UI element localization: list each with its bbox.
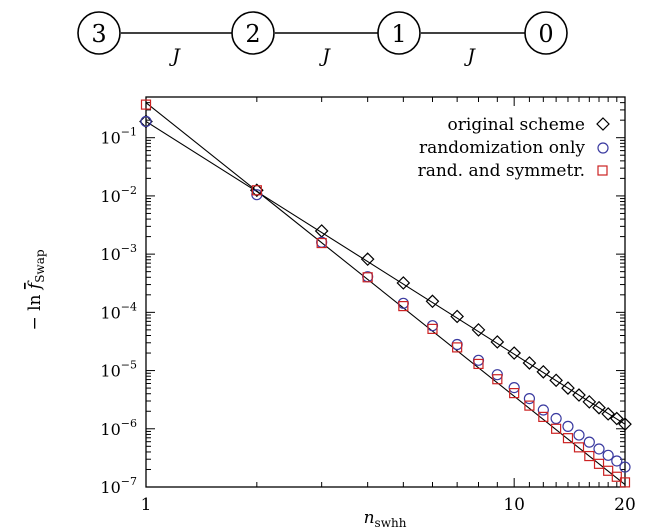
y-tick-label: 10−1: [100, 126, 137, 148]
y-tick-label: 10−6: [100, 417, 137, 439]
data-point-square: [473, 358, 484, 370]
data-point-circle: [593, 443, 605, 455]
data-point-circle: [508, 381, 520, 394]
data-point-circle: [537, 404, 549, 416]
data-point-diamond: [592, 400, 606, 415]
fit-line: [145, 120, 626, 425]
data-point-square: [452, 342, 463, 353]
data-point-square: [562, 433, 574, 444]
data-point-circle: [562, 420, 574, 432]
node-label-0: 0: [538, 20, 553, 48]
data-point-square: [611, 471, 622, 482]
data-point-square: [140, 99, 152, 110]
data-point-diamond: [601, 407, 616, 421]
data-point-diamond: [522, 356, 537, 370]
data-point-square: [573, 442, 585, 453]
data-point-diamond: [507, 346, 522, 360]
data-point-square: [427, 323, 438, 334]
chart: 10−710−610−510−410−310−210−11 10 20 nswhh …: [25, 96, 636, 530]
x-axis-label-sub: swhh: [375, 516, 407, 530]
y-axis-label-group: − ln fSwap: [25, 249, 47, 330]
data-point-circle: [451, 338, 463, 351]
legend-label-randomization: randomization only: [419, 138, 585, 158]
bond-label-2: J: [318, 45, 331, 67]
node-circle-1: [377, 11, 421, 55]
data-point-circle: [619, 461, 631, 473]
data-point-square: [398, 301, 409, 312]
data-point-diamond: [425, 294, 440, 309]
data-point-diamond: [536, 365, 551, 379]
data-point-circle: [472, 354, 485, 366]
data-point-diamond: [609, 411, 624, 426]
data-point-square: [551, 423, 562, 434]
x-axis-label-main: n: [364, 508, 375, 528]
legend-marker-square: [597, 165, 608, 176]
x-tick-label: 10: [503, 495, 525, 515]
data-point-circle: [523, 392, 536, 405]
y-axis-label: − ln fSwap: [25, 249, 47, 330]
y-axis-label-main: f: [25, 280, 45, 291]
fit-line: [145, 102, 626, 486]
data-point-square: [524, 400, 535, 411]
node-circle-0: [524, 11, 568, 55]
y-tick-label: 10−2: [100, 184, 137, 206]
bond-label-1: J: [168, 45, 181, 67]
data-marks: [139, 99, 632, 488]
data-point-circle: [397, 297, 409, 309]
data-point-diamond: [582, 395, 597, 409]
x-tick-label: 20: [614, 495, 636, 515]
legend: original scheme randomization only rand.…: [418, 115, 610, 181]
bond-label-3: J: [463, 45, 476, 67]
x-axis-label: nswhh: [364, 508, 407, 530]
data-point-circle: [573, 429, 585, 441]
data-point-circle: [602, 449, 614, 461]
data-point-diamond: [561, 381, 575, 395]
data-point-diamond: [450, 309, 464, 324]
node-circle-3: [77, 11, 121, 55]
y-axis-label-sub: Swap: [33, 249, 47, 283]
data-point-diamond: [572, 388, 586, 402]
data-point-diamond: [471, 323, 486, 337]
data-point-circle: [611, 455, 623, 467]
data-point-square: [316, 237, 327, 249]
node-circle-2: [231, 11, 275, 55]
axis-ticks: 10−7 10−6 10−5 10−4 10−3 10−2 10−1 1 10 20: [100, 96, 636, 515]
x-tick-label: 1: [141, 495, 152, 515]
legend-label-original: original scheme: [448, 115, 585, 135]
data-point-square: [362, 272, 373, 283]
data-point-square: [584, 450, 595, 462]
data-point-diamond: [360, 252, 375, 266]
data-point-square: [593, 458, 605, 469]
y-tick-label: 10−7: [100, 475, 137, 497]
y-tick-label: 10−4: [100, 300, 137, 322]
data-point-circle: [550, 412, 562, 425]
data-point-diamond: [490, 335, 505, 349]
data-point-circle: [583, 436, 595, 448]
legend-label-symmetr: rand. and symmetr.: [418, 161, 585, 181]
node-label-1: 1: [391, 20, 406, 48]
data-point-square: [603, 465, 614, 476]
spin-chain-diagram: 3 2 1 0 J J J: [77, 11, 568, 67]
data-point-circle: [426, 320, 439, 332]
data-point-square: [538, 411, 549, 422]
data-point-diamond: [549, 373, 563, 388]
data-point-square: [492, 374, 503, 385]
y-tick-label: 10−3: [100, 242, 137, 264]
node-label-2: 2: [245, 20, 260, 48]
data-point-square: [251, 185, 262, 196]
legend-marker-diamond: [596, 117, 610, 131]
plot-frame: [145, 96, 626, 488]
y-tick-label: 10−5: [100, 359, 137, 381]
fit-lines: [145, 102, 626, 486]
data-point-circle: [140, 115, 152, 128]
legend-marker-circle: [597, 142, 609, 154]
y-axis-label-prefix: − ln: [25, 289, 45, 330]
data-point-square: [619, 477, 631, 488]
data-point-diamond: [618, 417, 632, 432]
data-point-square: [509, 388, 520, 399]
node-label-3: 3: [91, 20, 106, 48]
data-point-diamond: [396, 276, 411, 290]
